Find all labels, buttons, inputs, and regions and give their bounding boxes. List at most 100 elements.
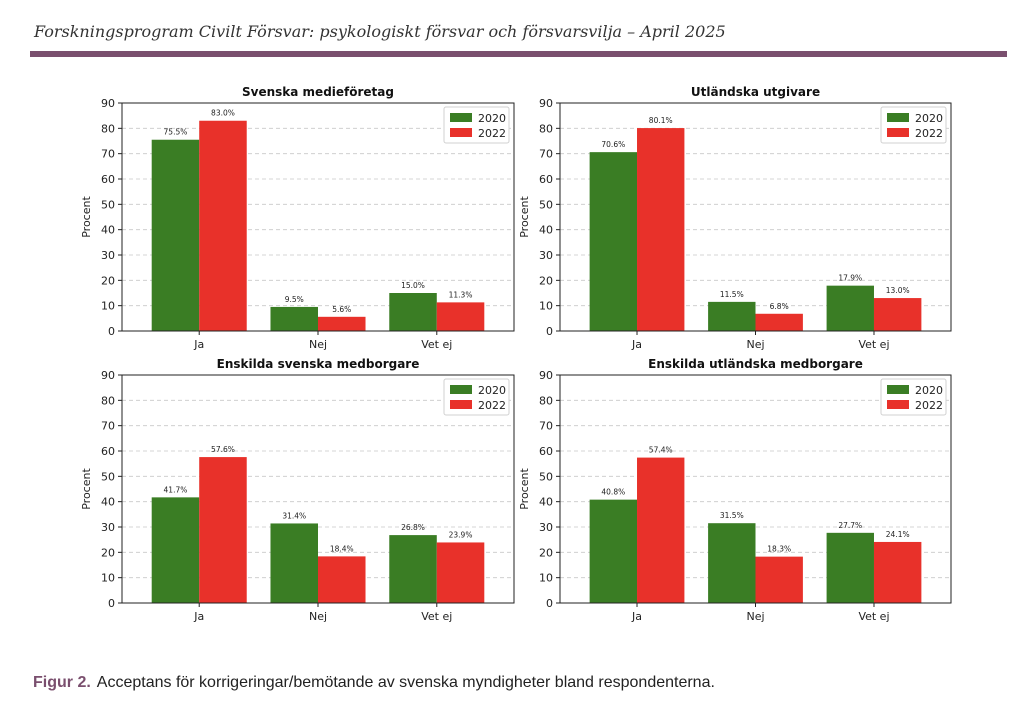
figure-caption-text: Acceptans för korrigeringar/bemötande av… (96, 674, 715, 691)
chart-panel-1: 0 10 20 30 40 50 60 70 80 90 75.5% 83.0% Ja 9.5% 5.6% N… (80, 85, 515, 351)
data-label: 27.7% (838, 521, 862, 530)
bar-2022-nej (318, 316, 366, 331)
legend-swatch-2022 (887, 400, 909, 409)
y-tick-label: 90 (539, 97, 553, 110)
data-label: 15.0% (401, 281, 425, 290)
y-tick-label: 40 (101, 224, 115, 237)
data-label: 40.8% (601, 488, 625, 497)
y-tick-label: 10 (539, 572, 553, 585)
y-tick-label: 50 (101, 198, 115, 211)
y-axis-label: Procent (80, 196, 93, 238)
bar-2020-ja (151, 497, 200, 603)
bar-2020-nej (270, 306, 318, 331)
bar-2020-vet-ej (826, 285, 874, 331)
y-tick-label: 80 (101, 394, 115, 407)
y-tick-label: 40 (539, 496, 553, 509)
bar-2022-vet-ej (436, 542, 485, 603)
x-tick-label: Nej (746, 610, 764, 623)
y-tick-label: 50 (539, 470, 553, 483)
bar-2022-nej (755, 313, 803, 331)
data-label: 17.9% (838, 274, 862, 283)
legend-swatch-2020 (887, 113, 909, 122)
data-label: 57.4% (649, 446, 673, 455)
y-tick-label: 0 (546, 325, 553, 338)
y-tick-label: 10 (101, 300, 115, 313)
data-label: 31.5% (720, 511, 744, 520)
y-tick-label: 0 (108, 325, 115, 338)
y-tick-label: 10 (539, 300, 553, 313)
x-tick-label: Nej (746, 338, 764, 351)
legend-label-2022: 2022 (478, 127, 506, 140)
y-tick-label: 60 (101, 173, 115, 186)
x-tick-label: Vet ej (421, 610, 452, 623)
chart-title: Enskilda utländska medborgare (648, 357, 863, 371)
bar-2020-ja (589, 152, 638, 331)
legend-swatch-2020 (887, 385, 909, 394)
y-tick-label: 50 (101, 470, 115, 483)
y-tick-label: 20 (101, 546, 115, 559)
data-label: 18.4% (330, 544, 354, 553)
x-tick-label: Vet ej (858, 610, 889, 623)
chart-panel-4: 0 10 20 30 40 50 60 70 80 90 40.8% 57.4% Ja 31.5% 18.3… (518, 357, 952, 623)
data-label: 13.0% (886, 286, 910, 295)
data-label: 26.8% (401, 523, 425, 532)
y-tick-label: 70 (101, 148, 115, 161)
data-label: 6.8% (770, 302, 789, 311)
data-label: 57.6% (211, 445, 235, 454)
chart-title: Enskilda svenska medborgare (217, 357, 420, 371)
data-label: 41.7% (164, 485, 188, 494)
y-axis-label: Procent (518, 468, 531, 510)
y-tick-label: 0 (546, 597, 553, 610)
x-tick-label: Ja (193, 338, 204, 351)
y-tick-label: 20 (539, 274, 553, 287)
axes-frame (121, 102, 515, 332)
data-label: 80.1% (649, 116, 673, 125)
bar-2020-vet-ej (389, 535, 437, 603)
bar-2022-nej (318, 556, 366, 603)
axes-frame (559, 102, 952, 332)
x-tick-label: Vet ej (858, 338, 889, 351)
bar-2020-vet-ej (389, 293, 437, 331)
legend-label-2022: 2022 (915, 127, 943, 140)
bar-2022-ja (199, 120, 247, 331)
legend-label-2020: 2020 (915, 112, 943, 125)
bar-2022-vet-ej (873, 541, 922, 603)
bar-2020-nej (708, 523, 756, 603)
y-tick-label: 90 (101, 97, 115, 110)
y-axis-label: Procent (518, 196, 531, 238)
y-tick-label: 20 (539, 546, 553, 559)
bar-2020-ja (151, 139, 200, 331)
bar-2020-nej (270, 523, 318, 603)
legend-label-2020: 2020 (478, 112, 506, 125)
legend-swatch-2022 (450, 400, 472, 409)
y-tick-label: 20 (101, 274, 115, 287)
x-tick-label: Ja (193, 610, 204, 623)
x-tick-label: Nej (309, 338, 327, 351)
data-label: 75.5% (164, 128, 188, 137)
bar-2022-ja (199, 457, 247, 603)
x-tick-label: Nej (309, 610, 327, 623)
chart-title: Utländska utgivare (691, 85, 820, 99)
y-tick-label: 60 (539, 173, 553, 186)
chart-panel-3: 0 10 20 30 40 50 60 70 80 90 41.7% 57.6% Ja 31.4% 18.4… (80, 357, 515, 623)
legend-label-2022: 2022 (478, 399, 506, 412)
page-header-title: Forskningsprogram Civilt Försvar: psykol… (34, 22, 726, 41)
y-tick-label: 40 (101, 496, 115, 509)
bar-2022-nej (755, 556, 803, 603)
y-tick-label: 0 (108, 597, 115, 610)
legend-label-2020: 2020 (915, 384, 943, 397)
data-label: 9.5% (285, 295, 304, 304)
legend-swatch-2020 (450, 113, 472, 122)
bar-2020-nej (708, 301, 756, 331)
legend-label-2020: 2020 (478, 384, 506, 397)
y-tick-label: 60 (539, 445, 553, 458)
y-tick-label: 90 (539, 369, 553, 382)
bar-2022-ja (637, 457, 685, 603)
y-tick-label: 30 (101, 521, 115, 534)
data-label: 70.6% (601, 140, 625, 149)
legend-label-2022: 2022 (915, 399, 943, 412)
legend-swatch-2022 (450, 128, 472, 137)
y-tick-label: 80 (101, 122, 115, 135)
y-tick-label: 60 (101, 445, 115, 458)
